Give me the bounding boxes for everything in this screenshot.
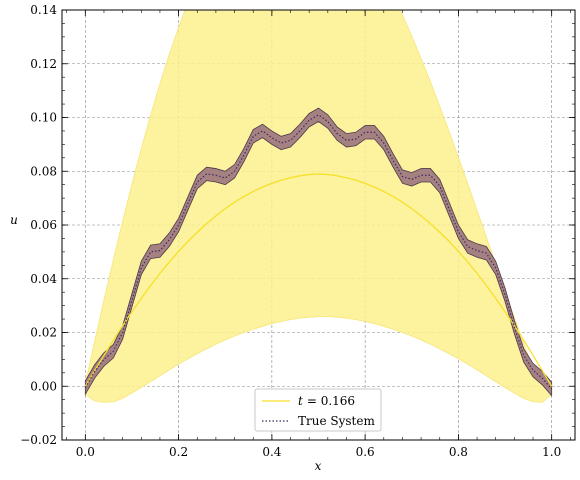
y-tick-label: 0.12 <box>30 57 57 71</box>
y-tick-label: 0.06 <box>30 218 57 232</box>
y-tick-label: 0.08 <box>30 164 57 178</box>
y-tick-label: 0.14 <box>30 3 57 17</box>
legend: t = 0.166 True System <box>254 388 382 432</box>
uncertainty-bands <box>84 10 553 403</box>
x-axis-label: x <box>315 459 322 473</box>
x-tick-label: 0.4 <box>262 445 281 459</box>
y-axis-label: u <box>10 213 18 227</box>
y-tick-label: 0.00 <box>30 379 57 393</box>
y-tick-label: 0.10 <box>30 111 57 125</box>
x-tick-label: 1.0 <box>542 445 561 459</box>
axes-frame <box>61 9 576 441</box>
legend-label-true-system: True System <box>298 414 375 428</box>
prediction-band <box>84 10 553 403</box>
series-lines <box>84 114 553 390</box>
x-tick-label: 0.8 <box>449 445 468 459</box>
prediction-line <box>84 173 553 387</box>
x-tick-label: 0.6 <box>356 445 375 459</box>
y-tick-label: 0.02 <box>30 326 57 340</box>
y-tick-label: 0.04 <box>30 272 57 286</box>
y-tick-label: −0.02 <box>20 433 57 447</box>
tick-labels: 0.0 0.2 0.4 0.6 0.8 1.0 −0.02 0.00 0.02 0.04 0.06 0… <box>20 3 561 459</box>
legend-label-prediction: t = 0.166 <box>298 394 355 408</box>
x-tick-label: 0.0 <box>76 445 95 459</box>
x-tick-label: 0.2 <box>169 445 188 459</box>
true-system-band <box>84 107 553 397</box>
